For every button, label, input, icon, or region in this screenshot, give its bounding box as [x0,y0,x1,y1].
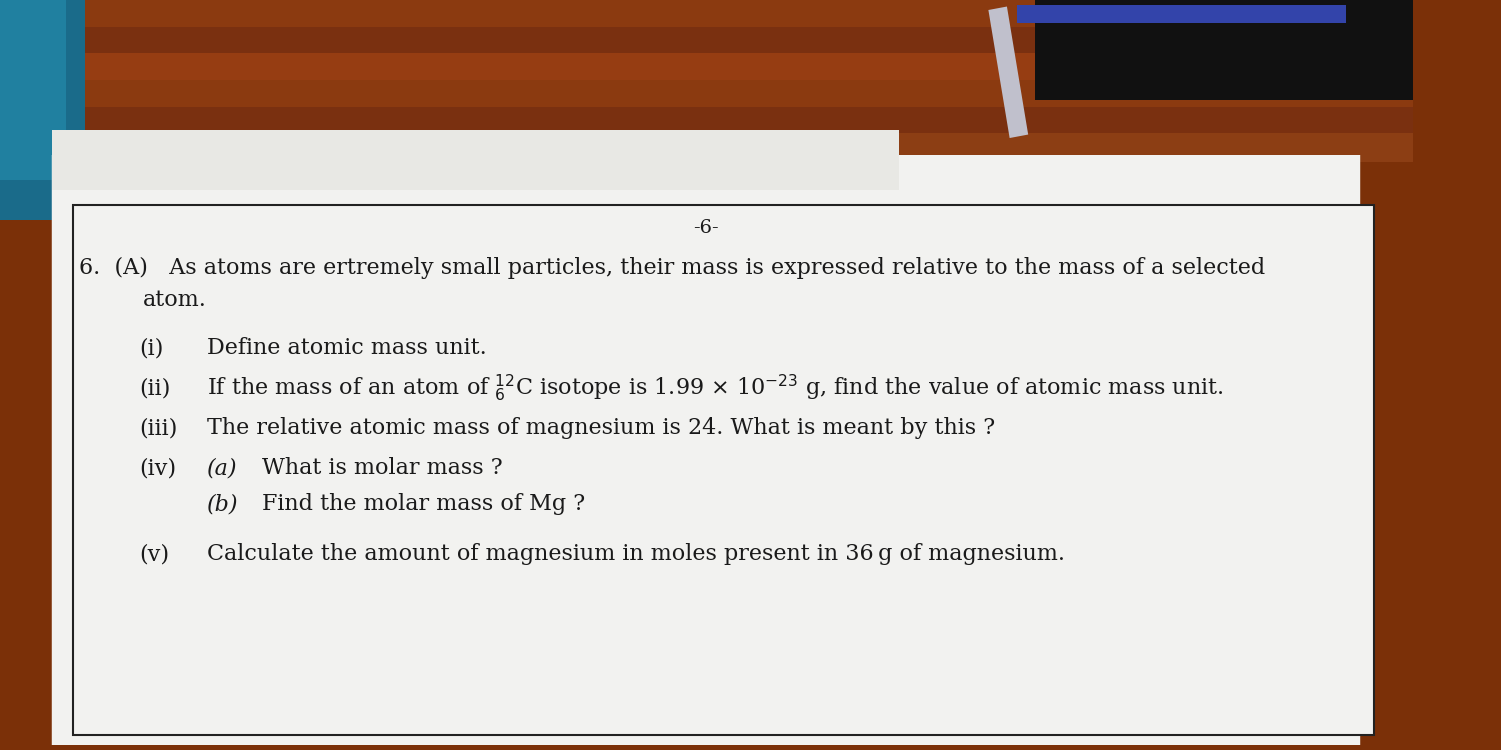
Bar [51,155,1360,745]
Text: (i): (i) [140,337,164,359]
Bar [0,0,84,220]
Bar [988,7,1028,138]
Text: (iii): (iii) [140,417,177,439]
Text: (ii): (ii) [140,377,171,399]
Bar [74,205,1375,735]
Text: Find the molar mass of Mg ?: Find the molar mass of Mg ? [261,493,585,515]
Text: (iv): (iv) [140,457,177,479]
FancyBboxPatch shape [51,155,1360,745]
Bar [0,0,66,180]
Text: What is molar mass ?: What is molar mass ? [261,457,503,479]
Bar [1016,5,1346,23]
Text: -6-: -6- [693,219,719,237]
Text: atom.: atom. [143,289,207,311]
Text: (a): (a) [207,457,237,479]
Bar [0,27,1412,56]
Text: The relative atomic mass of magnesium is 24. What is meant by this ?: The relative atomic mass of magnesium is… [207,417,995,439]
Bar [0,53,1412,82]
Bar [1036,0,1412,100]
Text: Calculate the amount of magnesium in moles present in 36 g of magnesium.: Calculate the amount of magnesium in mol… [207,543,1066,565]
Text: 6.  (A)   As atoms are ertremely small particles, their mass is expressed relati: 6. (A) As atoms are ertremely small part… [80,257,1265,279]
Text: If the mass of an atom of $^{12}_{6}$C isotope is 1.99 $\times$ 10$^{-23}$ g, fi: If the mass of an atom of $^{12}_{6}$C i… [207,373,1223,404]
Text: Define atomic mass unit.: Define atomic mass unit. [207,337,486,359]
Bar [51,130,899,190]
Text: (b): (b) [207,493,239,515]
Text: (v): (v) [140,543,170,565]
Bar [0,80,1412,109]
Bar [0,134,1412,162]
Bar [0,0,1412,28]
Bar [0,106,1412,135]
